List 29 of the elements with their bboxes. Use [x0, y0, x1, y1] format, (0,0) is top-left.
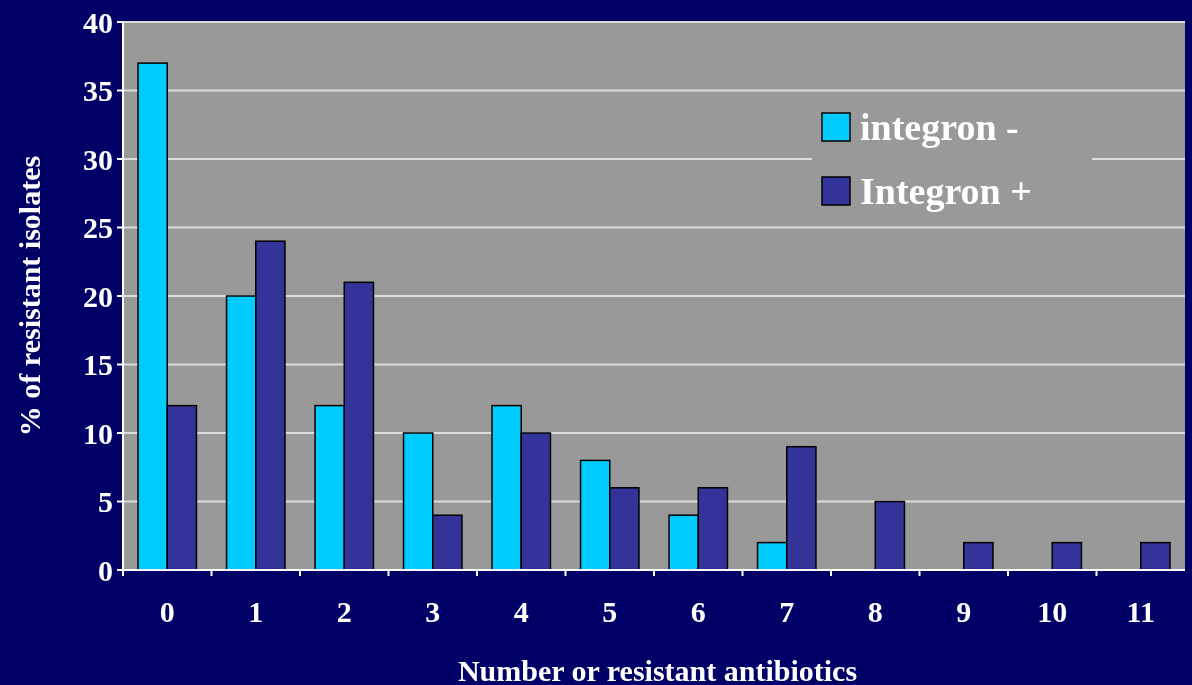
x-axis-title: Number or resistant antibiotics: [457, 654, 858, 685]
x-tick-label: 3: [425, 595, 441, 628]
y-tick-label: 30: [83, 142, 113, 176]
legend-label: Integron +: [860, 170, 1032, 213]
x-tick-label: 8: [867, 595, 883, 628]
x-tick-label: 7: [779, 595, 795, 628]
x-tick-label: 2: [336, 595, 352, 628]
x-tick-label: 11: [1126, 595, 1155, 628]
bar: [1140, 541, 1171, 571]
x-tick-label: 9: [956, 595, 972, 628]
y-tick-label: 0: [98, 553, 113, 587]
bar: [874, 500, 906, 571]
x-tick-label: 0: [159, 595, 175, 628]
x-tick-label: 1: [248, 595, 264, 628]
bar: [1051, 541, 1083, 571]
y-tick-label: 35: [83, 74, 113, 107]
y-tick-label: 25: [83, 211, 113, 244]
y-tick-label: 5: [98, 485, 113, 518]
x-tick-label: 10: [1037, 595, 1068, 628]
x-tick-label: 6: [690, 595, 706, 628]
y-tick-label: 15: [83, 348, 113, 381]
y-tick-label: 20: [83, 279, 113, 313]
x-tick-label: 4: [513, 595, 529, 628]
y-tick-label: 10: [83, 416, 113, 450]
legend-label: integron -: [860, 106, 1019, 149]
x-tick-label: 5: [602, 595, 618, 628]
y-tick-label: 40: [83, 5, 113, 39]
bar: [963, 541, 994, 571]
y-axis-title: % of resistant isolates: [13, 155, 46, 437]
